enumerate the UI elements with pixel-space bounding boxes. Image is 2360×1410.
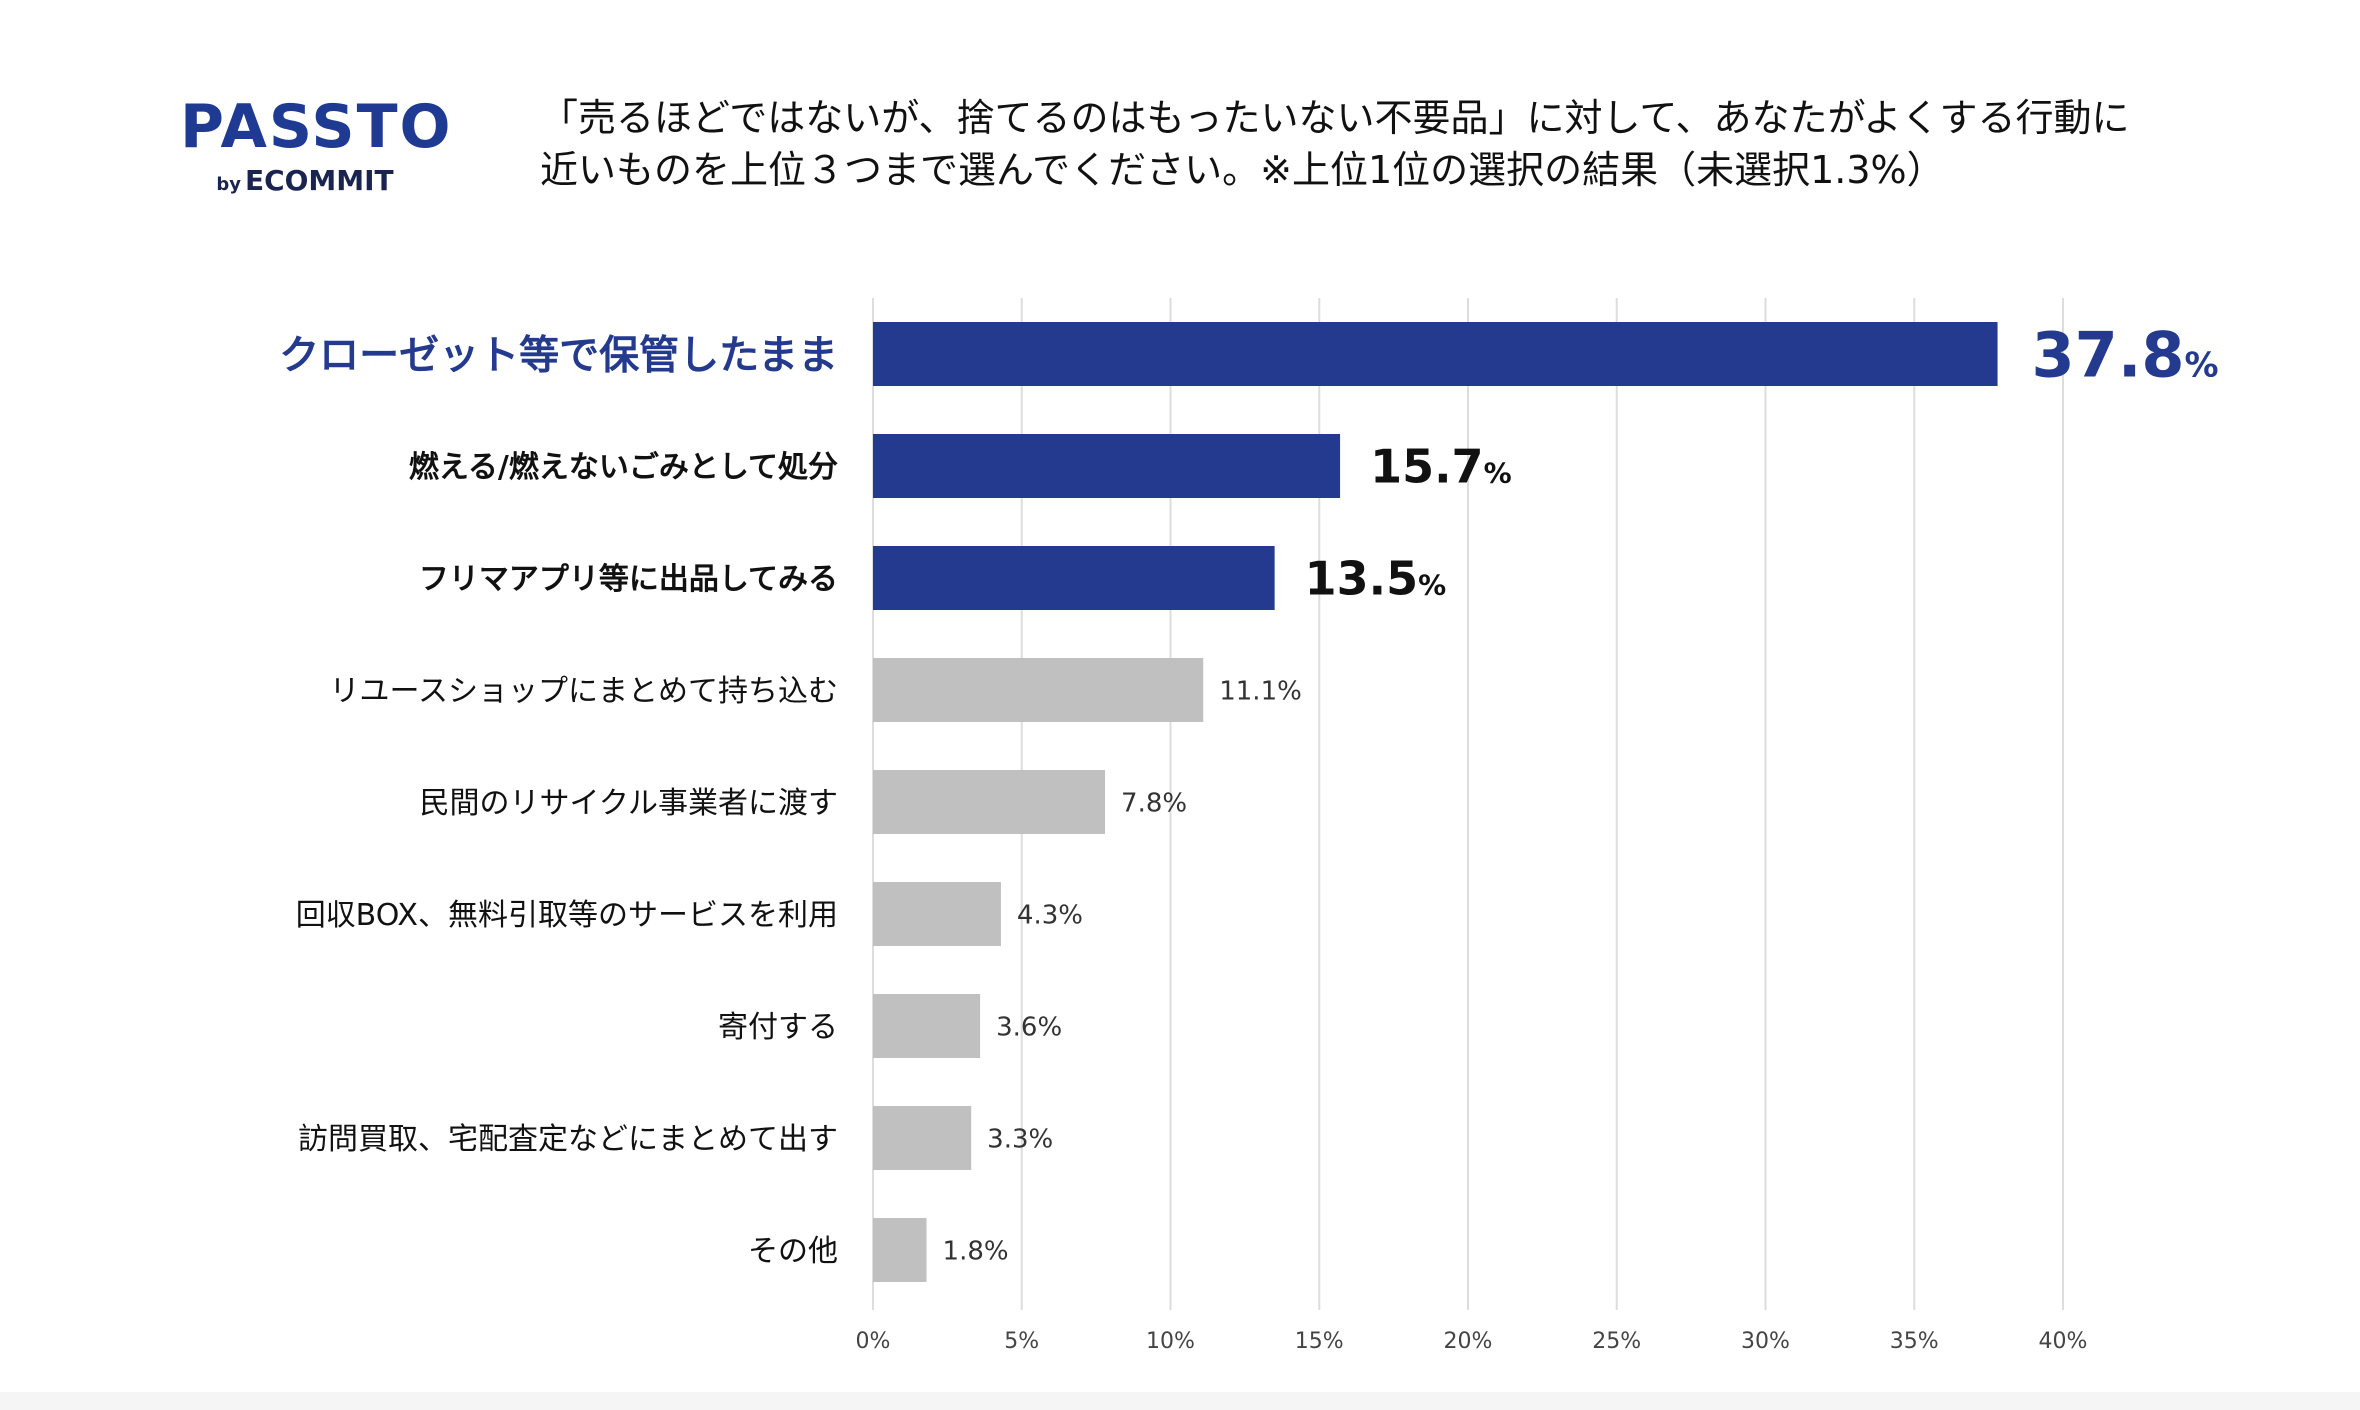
bar xyxy=(873,1218,927,1282)
bar xyxy=(873,546,1275,610)
category-label: その他 xyxy=(748,1234,838,1269)
value-label: 1.8% xyxy=(943,1236,1009,1266)
percent-sign: % xyxy=(1418,569,1446,602)
x-tick-label: 40% xyxy=(2039,1329,2088,1354)
survey-question-title: 「売るほどではないが、捨てるのはもったいない不要品」に対して、あなたがよくする行… xyxy=(540,92,2340,196)
logo-main-text: PASSTO xyxy=(180,92,453,162)
x-tick-label: 10% xyxy=(1146,1329,1195,1354)
percent-sign: % xyxy=(1484,457,1512,490)
bar xyxy=(873,658,1204,722)
x-tick-label: 20% xyxy=(1444,1329,1493,1354)
bar xyxy=(873,994,981,1058)
percent-sign: % xyxy=(2185,345,2219,385)
bar xyxy=(873,882,1001,946)
x-tick-label: 35% xyxy=(1890,1329,1939,1354)
title-line-2: 近いものを上位３つまで選んでください。※上位1位の選択の結果（未選択1.3%） xyxy=(540,148,1945,192)
logo-sub-text: by ECOMMIT xyxy=(180,164,430,202)
logo-company-text: ECOMMIT xyxy=(244,164,394,197)
passto-logo: PASSTO by ECOMMIT xyxy=(180,92,453,202)
bar xyxy=(873,1106,972,1170)
value-label: 11.1% xyxy=(1219,676,1302,706)
value-label: 3.3% xyxy=(987,1124,1053,1154)
category-label: 民間のリサイクル事業者に渡す xyxy=(420,786,839,821)
bar xyxy=(873,770,1106,834)
category-label: クローゼット等で保管したまま xyxy=(279,332,838,378)
value-label: 7.8% xyxy=(1121,788,1187,818)
x-tick-label: 0% xyxy=(856,1329,891,1354)
category-label: 回収BOX、無料引取等のサービスを利用 xyxy=(296,898,838,933)
value-label: 13.5% xyxy=(1305,552,1447,606)
value-label: 3.6% xyxy=(996,1012,1062,1042)
title-line-1: 「売るほどではないが、捨てるのはもったいない不要品」に対して、あなたがよくする行… xyxy=(540,96,2130,140)
logo-by-text: by xyxy=(216,174,241,195)
category-label: 訪問買取、宅配査定などにまとめて出す xyxy=(298,1122,838,1157)
x-tick-label: 30% xyxy=(1741,1329,1790,1354)
x-tick-label: 25% xyxy=(1592,1329,1641,1354)
value-label: 15.7% xyxy=(1370,440,1512,494)
footer-band xyxy=(0,1392,2360,1410)
category-label: 燃える/燃えないごみとして処分 xyxy=(409,450,838,485)
value-label: 37.8% xyxy=(2032,318,2219,391)
bar xyxy=(873,322,1998,386)
value-label: 4.3% xyxy=(1017,900,1083,930)
category-label: 寄付する xyxy=(718,1010,838,1045)
x-tick-label: 15% xyxy=(1295,1329,1344,1354)
bar xyxy=(873,434,1341,498)
category-label: リユースショップにまとめて持ち込む xyxy=(330,674,839,709)
x-tick-label: 5% xyxy=(1004,1329,1039,1354)
category-label: フリマアプリ等に出品してみる xyxy=(419,562,838,597)
